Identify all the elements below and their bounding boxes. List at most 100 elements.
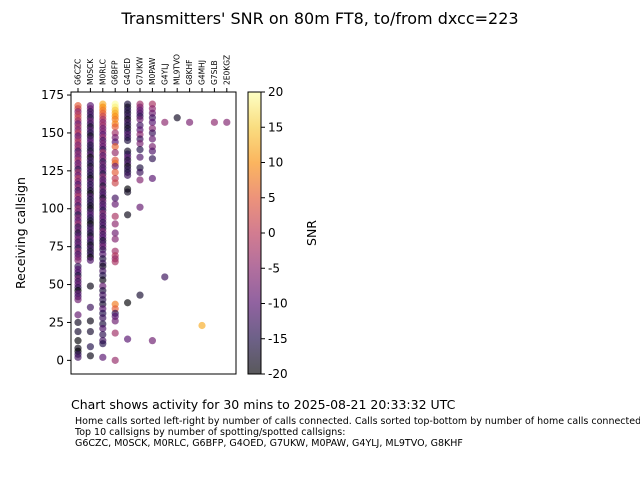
data-point: [111, 200, 119, 208]
x-tick-label: G4OED: [123, 58, 132, 85]
data-point: [111, 142, 119, 151]
data-point: [148, 135, 156, 143]
colorbar-tick-label: 5: [268, 191, 276, 205]
y-axis-label: Receiving callsign: [13, 177, 28, 289]
data-point: [86, 256, 94, 264]
data-point: [74, 327, 82, 336]
data-point: [99, 330, 107, 339]
data-point: [161, 118, 169, 126]
data-point: [148, 155, 156, 163]
colorbar-tick-label: -15: [268, 332, 288, 346]
data-point: [124, 188, 132, 196]
data-point: [111, 356, 119, 364]
data-point: [111, 258, 119, 266]
x-tick-label: G6CZC: [74, 59, 83, 85]
data-point: [124, 211, 132, 219]
chart-title: Transmitters' SNR on 80m FT8, to/from dx…: [121, 9, 519, 28]
y-tick-label: 100: [41, 202, 64, 216]
data-point: [210, 118, 218, 126]
colorbar-tick-label: -10: [268, 297, 288, 311]
colorbar-tick-label: 0: [268, 226, 276, 240]
data-point: [111, 212, 119, 220]
data-point: [136, 176, 144, 184]
data-point: [136, 115, 144, 123]
y-tick-label: 150: [41, 126, 64, 140]
data-point: [99, 353, 107, 361]
data-point: [136, 203, 144, 211]
data-point: [111, 168, 119, 176]
plot-frame: [70, 91, 237, 375]
y-tick-label: 175: [41, 88, 64, 102]
data-point: [124, 136, 132, 145]
data-point: [148, 147, 156, 155]
y-tick-label: 25: [49, 315, 64, 329]
data-point: [148, 337, 156, 345]
data-point: [111, 220, 119, 228]
x-tick-label: G4MHJ: [198, 60, 207, 85]
note-line-1: Home calls sorted left-right by number o…: [75, 416, 640, 427]
data-point: [111, 194, 119, 202]
data-point: [136, 146, 144, 154]
data-point: [99, 340, 107, 348]
data-point: [223, 118, 231, 126]
data-point: [74, 296, 82, 304]
data-point: [111, 229, 119, 237]
data-point: [148, 118, 156, 126]
y-tick-label: 125: [41, 164, 64, 178]
data-point: [99, 324, 107, 333]
footer-text: Chart shows activity for 30 mins to 2025…: [71, 397, 456, 412]
colorbar-tick-label: -5: [268, 261, 280, 275]
colorbar: 20 15 10 5 0 -5 -10 -15 -20 SNR: [247, 85, 319, 381]
data-point: [173, 114, 181, 122]
data-point: [136, 139, 144, 148]
note-line-3: G6CZC, M0SCK, M0RLC, G6BFP, G4OED, G7UKW…: [75, 438, 463, 449]
x-tick-label: M0SCK: [86, 58, 95, 85]
x-tick-label: G7SLB: [210, 60, 219, 85]
y-tick-label: 75: [49, 240, 64, 254]
data-point: [86, 327, 94, 336]
colorbar-label: SNR: [304, 220, 319, 246]
x-tick-label: 2E0KGZ: [222, 55, 231, 85]
x-tick-label: G7UKW: [136, 56, 145, 85]
data-point: [198, 321, 206, 330]
x-tick-label: G8KHF: [185, 60, 194, 85]
data-point: [74, 337, 82, 345]
y-tick-label: 0: [56, 353, 64, 367]
data-point: [124, 299, 132, 307]
data-point: [99, 276, 107, 284]
plot-area: 0 25 50 75 100 125 150 175 Receiving callsign G6C…: [13, 54, 237, 375]
colorbar-tick-label: 20: [268, 85, 283, 99]
data-point: [86, 352, 94, 360]
x-tick-label: G4YLJ: [160, 63, 169, 85]
data-point: [136, 153, 144, 161]
x-tick-label: ML9TVO: [173, 54, 182, 85]
data-point: [99, 314, 107, 322]
data-point: [148, 129, 156, 137]
colorbar-gradient: [248, 92, 261, 374]
data-point: [86, 343, 94, 351]
note-line-2: Top 10 callsigns by number of spotting/s…: [75, 427, 346, 438]
data-point: [111, 317, 119, 325]
data-point: [124, 335, 132, 343]
x-tick-label: G6BFP: [111, 60, 120, 85]
data-point: [111, 235, 119, 243]
data-point: [86, 303, 94, 311]
y-tick-label: 50: [49, 278, 64, 292]
data-point: [74, 256, 82, 264]
data-point: [124, 171, 132, 179]
data-point: [111, 329, 119, 337]
colorbar-tick-label: 15: [268, 120, 283, 134]
x-tick-label: M0RLC: [98, 59, 107, 85]
data-point: [74, 311, 82, 319]
data-point: [86, 282, 94, 290]
data-point: [111, 162, 119, 170]
data-point: [161, 273, 169, 281]
data-point: [136, 291, 144, 299]
data-point: [111, 179, 119, 187]
data-point: [86, 317, 94, 325]
data-point: [74, 318, 82, 327]
data-point: [111, 123, 119, 131]
data-point: [186, 118, 194, 126]
data-point: [74, 353, 82, 361]
